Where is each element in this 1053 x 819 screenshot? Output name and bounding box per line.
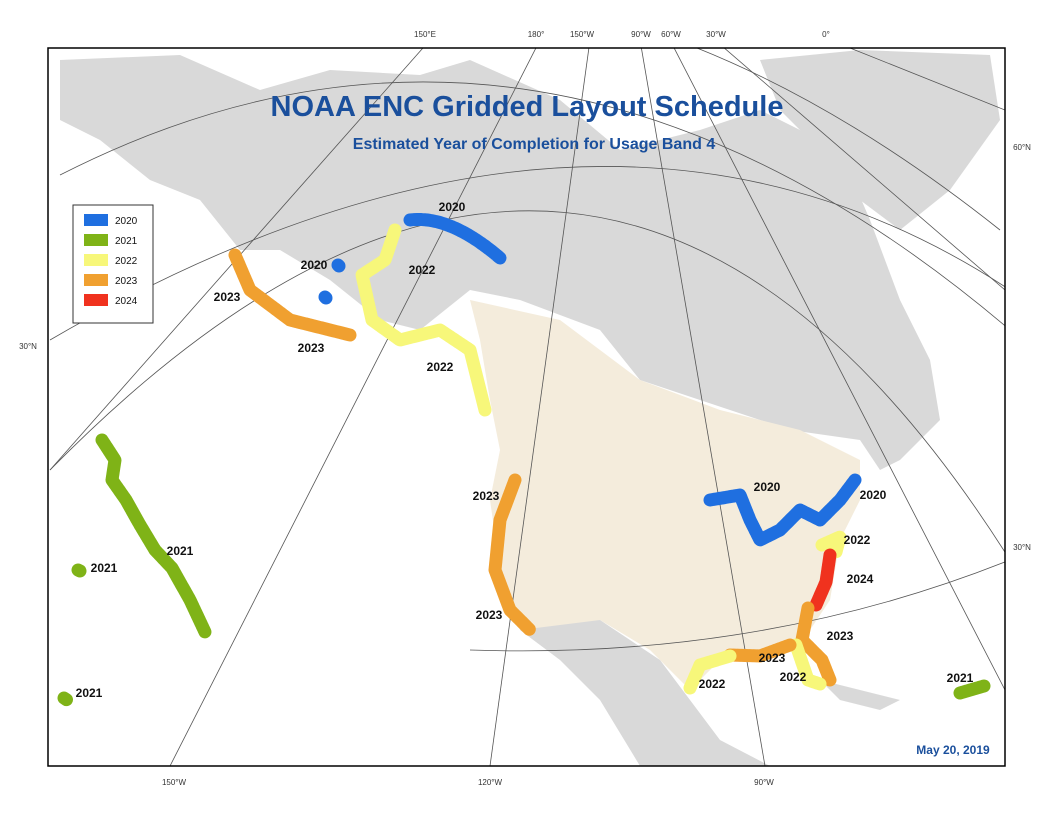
- graticule-label: 60°W: [661, 30, 681, 39]
- legend-label: 2022: [115, 256, 138, 267]
- legend-label: 2020: [115, 216, 138, 227]
- region-label: 2023: [476, 608, 503, 622]
- legend-swatch: [84, 254, 108, 266]
- coverage: [355, 223, 492, 417]
- graticule-label: 90°W: [631, 30, 651, 39]
- map-subtitle: Estimated Year of Completion for Usage B…: [353, 136, 716, 153]
- region-label: 2023: [214, 290, 241, 304]
- map-title: NOAA ENC Gridded Layout Schedule: [271, 91, 784, 123]
- legend-swatch: [84, 234, 108, 246]
- region-label: 2022: [844, 533, 871, 547]
- legend-swatch: [84, 274, 108, 286]
- map-date: May 20, 2019: [916, 743, 990, 757]
- graticule-label: 120°W: [478, 778, 503, 787]
- region-label: 2021: [76, 686, 103, 700]
- coverage: [488, 473, 537, 637]
- graticule-label: 30°N: [19, 342, 37, 351]
- coverage: [318, 258, 346, 305]
- region-label: 2021: [167, 544, 194, 558]
- region-label: 2023: [759, 651, 786, 665]
- graticule-labels: 150°E 180° 150°W 90°W 60°W 30°W 0° 30°N …: [19, 30, 1031, 787]
- region-label: 2020: [754, 480, 781, 494]
- graticule-label: 30°N: [1013, 543, 1031, 552]
- legend-label: 2023: [115, 276, 138, 287]
- coverage: [795, 601, 837, 687]
- legend-label: 2021: [115, 236, 138, 247]
- graticule-label: 150°W: [570, 30, 595, 39]
- coverage: [403, 212, 507, 265]
- coverage: [95, 433, 212, 639]
- region-label: 2022: [409, 263, 436, 277]
- region-label: 2020: [301, 258, 328, 272]
- graticule-label: 180°: [528, 30, 545, 39]
- basemap: 2020 2020 2022 2023 2023 2022 2023 2020 …: [49, 48, 1005, 766]
- region-label: 2020: [439, 200, 466, 214]
- region-label: 2022: [699, 677, 726, 691]
- coverage: [703, 473, 862, 547]
- coverage: [723, 638, 797, 663]
- legend-swatch: [84, 214, 108, 226]
- region-label: 2022: [780, 670, 807, 684]
- legend-swatch: [84, 294, 108, 306]
- graticule-label: 30°W: [706, 30, 726, 39]
- graticule-label: 150°W: [162, 778, 187, 787]
- legend-label: 2024: [115, 296, 138, 307]
- region-labels: 2020 2020 2022 2023 2023 2022 2023 2020 …: [76, 200, 974, 700]
- coverage: [809, 548, 837, 612]
- region-label: 2021: [947, 671, 974, 685]
- coverage: [815, 530, 847, 559]
- region-label: 2020: [860, 488, 887, 502]
- coverage: [953, 679, 991, 700]
- graticule-label: 0°: [822, 30, 830, 39]
- coverage-areas: [57, 212, 991, 707]
- region-label: 2022: [427, 360, 454, 374]
- region-label: 2023: [827, 629, 854, 643]
- graticule-label: 60°N: [1013, 143, 1031, 152]
- coverage: [228, 248, 357, 342]
- graticule-label: 150°E: [414, 30, 436, 39]
- region-label: 2023: [298, 341, 325, 355]
- region-label: 2023: [473, 489, 500, 503]
- legend: 2020 2021 2022 2023 2024: [72, 204, 154, 324]
- coverage: [789, 638, 827, 691]
- graticule-label: 90°W: [754, 778, 774, 787]
- coverage: [683, 649, 737, 695]
- coverage: [57, 563, 87, 707]
- map-border: [47, 47, 1006, 767]
- region-label: 2021: [91, 561, 118, 575]
- region-label: 2024: [847, 572, 874, 586]
